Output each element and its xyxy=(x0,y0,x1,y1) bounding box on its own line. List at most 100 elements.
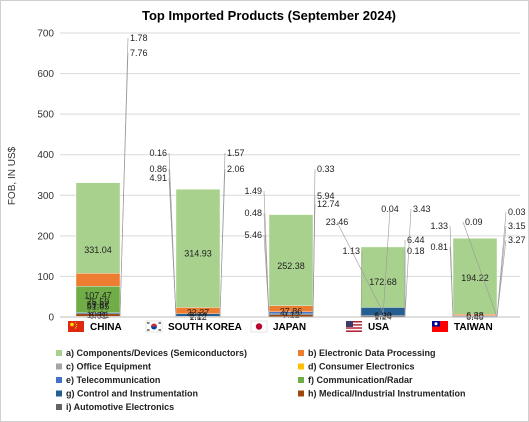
legend-label: i) Automotive Electronics xyxy=(66,402,174,412)
bars xyxy=(75,182,498,318)
taiwan-flag-icon xyxy=(432,321,448,332)
data-label: 3.43 xyxy=(413,204,431,214)
usa-flag-icon xyxy=(346,321,362,332)
leader-line xyxy=(263,190,270,317)
south-korea-flag-icon xyxy=(145,320,163,333)
bar-segment xyxy=(75,286,121,318)
data-label: 3.27 xyxy=(508,235,526,245)
leader-line xyxy=(404,208,412,317)
legend-swatch xyxy=(298,377,304,383)
leader-line xyxy=(382,208,391,318)
data-label: 5.94 xyxy=(317,191,335,201)
y-tick-label: 600 xyxy=(37,69,54,80)
data-label: 0.33 xyxy=(317,164,335,174)
data-label: 1.49 xyxy=(244,186,262,196)
leader-line xyxy=(312,168,316,317)
data-label: 23.46 xyxy=(326,217,349,227)
legend-label: g) Control and Instrumentation xyxy=(66,389,198,399)
legend-label: f) Communication/Radar xyxy=(308,375,413,385)
leader-line xyxy=(449,225,454,317)
leader-line xyxy=(119,37,129,317)
bar-segment xyxy=(360,246,406,318)
data-label: 7.76 xyxy=(130,48,148,58)
y-tick-label: 300 xyxy=(37,191,54,202)
y-tick-label: 0 xyxy=(48,313,54,324)
legend-swatch xyxy=(56,377,62,383)
category-label: JAPAN xyxy=(273,322,306,333)
data-label: 0.81 xyxy=(430,242,448,252)
data-label: 6.88 xyxy=(466,311,484,321)
data-label: 75.59 xyxy=(87,297,110,307)
data-label: 27.86 xyxy=(280,307,303,317)
y-tick-label: 200 xyxy=(37,231,54,242)
data-label: 1.13 xyxy=(342,246,360,256)
data-label: 4.91 xyxy=(149,173,167,183)
leader-line xyxy=(168,152,177,317)
legend-swatch xyxy=(56,350,62,356)
leader-line xyxy=(462,221,498,318)
data-label: 0.48 xyxy=(244,208,262,218)
data-label: 0.09 xyxy=(465,217,483,227)
data-label: 3.15 xyxy=(508,221,526,231)
y-tick-label: 700 xyxy=(37,29,54,40)
data-label: 0.16 xyxy=(149,148,167,158)
legend-swatch xyxy=(298,363,304,370)
legend-label: e) Telecommunication xyxy=(66,375,160,385)
legend-swatch xyxy=(298,350,304,356)
data-label: 51.65 xyxy=(87,302,110,312)
x-axis: CHINA SOUTH KOREA JAPAN USA TAIWAN xyxy=(60,316,520,333)
data-label: 6.81 xyxy=(89,311,107,321)
bar-segment xyxy=(452,238,498,318)
data-label: 107.47 xyxy=(84,290,112,300)
japan-flag-icon xyxy=(250,320,268,333)
china-flag-icon xyxy=(68,321,84,332)
data-label: 5.46 xyxy=(244,230,262,240)
legend-swatch xyxy=(298,390,304,397)
bar-segment xyxy=(268,214,314,318)
data-label: 194.22 xyxy=(461,273,489,283)
legend-swatch xyxy=(56,390,62,397)
data-label: 1.57 xyxy=(227,148,245,158)
y-tick-label: 500 xyxy=(37,110,54,121)
data-label: 0.86 xyxy=(149,164,167,174)
legend-label: d) Consumer Electronics xyxy=(308,362,415,372)
data-label: 12.74 xyxy=(317,199,340,209)
legend: a) Components/Devices (Semiconductors) b)… xyxy=(56,348,466,412)
data-label: 252.38 xyxy=(277,261,305,271)
data-label: 10.81 xyxy=(87,310,110,320)
category-label: USA xyxy=(368,322,389,333)
leader-line xyxy=(360,250,363,317)
legend-label: b) Electronic Data Processing xyxy=(308,348,436,358)
data-label: 0.18 xyxy=(407,246,425,256)
data-label: 172.68 xyxy=(369,277,397,287)
y-axis-label: FOB, IN US$ xyxy=(7,146,18,205)
legend-label: h) Medical/Industrial Instrumentation xyxy=(308,389,466,399)
data-label: 331.04 xyxy=(84,245,112,255)
data-label: 1.78 xyxy=(130,33,148,43)
legend-label: a) Components/Devices (Semiconductors) xyxy=(66,348,247,358)
category-label: CHINA xyxy=(90,322,122,333)
legend-label: c) Office Equipment xyxy=(66,362,151,372)
data-label: 59.67 xyxy=(87,300,110,310)
leader-line xyxy=(336,221,384,313)
leader-line xyxy=(219,152,226,317)
data-label: 2.06 xyxy=(227,164,245,174)
legend-swatch xyxy=(56,404,62,410)
bar-segment xyxy=(175,189,221,318)
data-label: 0.04 xyxy=(381,204,399,214)
data-label: 8.24 xyxy=(189,310,207,320)
category-label: SOUTH KOREA xyxy=(168,322,242,333)
data-label: 9.12 xyxy=(282,310,300,320)
data-label: 0.03 xyxy=(508,207,526,217)
y-tick-label: 100 xyxy=(37,272,54,283)
data-label: 6.44 xyxy=(407,235,425,245)
data-label: 1.33 xyxy=(430,221,448,231)
category-label: TAIWAN xyxy=(454,322,493,333)
y-tick-label: 400 xyxy=(37,150,54,161)
data-label: 314.93 xyxy=(184,248,212,258)
data-label: 23.37 xyxy=(187,307,210,317)
leader-line xyxy=(496,225,507,317)
